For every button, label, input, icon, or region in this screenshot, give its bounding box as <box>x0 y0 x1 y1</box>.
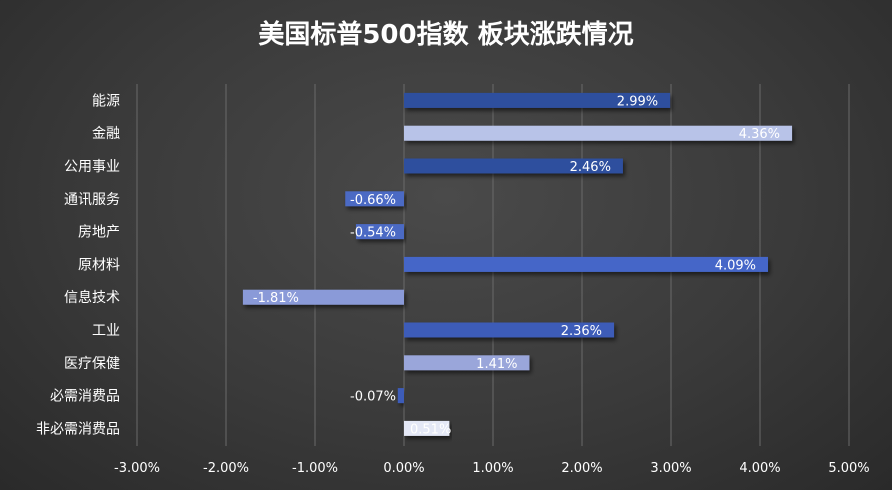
data-label: 4.36% <box>739 127 780 142</box>
bar <box>397 388 404 404</box>
bar <box>404 322 615 338</box>
category-label: 公用事业 <box>64 159 120 175</box>
x-tick-label: 4.00% <box>739 461 780 476</box>
category-label: 原材料 <box>78 257 120 273</box>
x-tick-label: 2.00% <box>561 461 602 476</box>
bar <box>404 355 530 371</box>
x-tick-label: 3.00% <box>650 461 691 476</box>
category-label: 房地产 <box>78 225 120 241</box>
bar <box>404 256 769 272</box>
bar <box>404 158 623 174</box>
category-label: 非必需消费品 <box>36 421 120 437</box>
bar <box>404 125 793 141</box>
category-label: 信息技术 <box>64 289 120 306</box>
data-label: 4.09% <box>715 258 756 273</box>
category-label: 必需消费品 <box>50 389 120 405</box>
category-label: 金融 <box>92 126 120 142</box>
category-label: 工业 <box>92 323 120 339</box>
category-label: 通讯服务 <box>64 192 120 208</box>
bar <box>242 289 404 305</box>
bar <box>404 92 671 108</box>
x-tick-label: -1.00% <box>292 461 338 476</box>
data-label: 2.36% <box>561 324 602 339</box>
data-label: 0.51% <box>410 422 451 437</box>
data-label: -1.81% <box>253 291 299 306</box>
data-label: -0.66% <box>350 193 396 208</box>
data-label: 2.99% <box>617 94 658 109</box>
x-tick-label: -3.00% <box>114 461 160 476</box>
data-label: -0.54% <box>350 226 396 241</box>
bar <box>404 420 450 436</box>
data-labels: 2.99% 4.36% 2.46% -0.66% -0.54% 4.09% -1.81% 2.… <box>253 94 780 437</box>
x-tick-labels: -3.00% -2.00% -1.00% 0.00% 1.00% 2.00% 3.00% 4.… <box>114 461 870 476</box>
x-tick-label: 0.00% <box>383 461 424 476</box>
bar <box>355 224 404 240</box>
data-label: 1.41% <box>476 357 517 372</box>
bars <box>242 92 793 436</box>
data-label: -0.07% <box>350 390 396 405</box>
category-label: 能源 <box>92 93 120 109</box>
x-tick-label: 1.00% <box>472 461 513 476</box>
x-tick-label: 5.00% <box>828 461 869 476</box>
data-label: 2.46% <box>570 160 611 175</box>
category-label: 医疗保健 <box>64 356 120 372</box>
bar <box>345 191 404 207</box>
chart-title: 美国标普500指数 板块涨跌情况 <box>258 20 634 50</box>
x-tick-label: -2.00% <box>203 461 249 476</box>
